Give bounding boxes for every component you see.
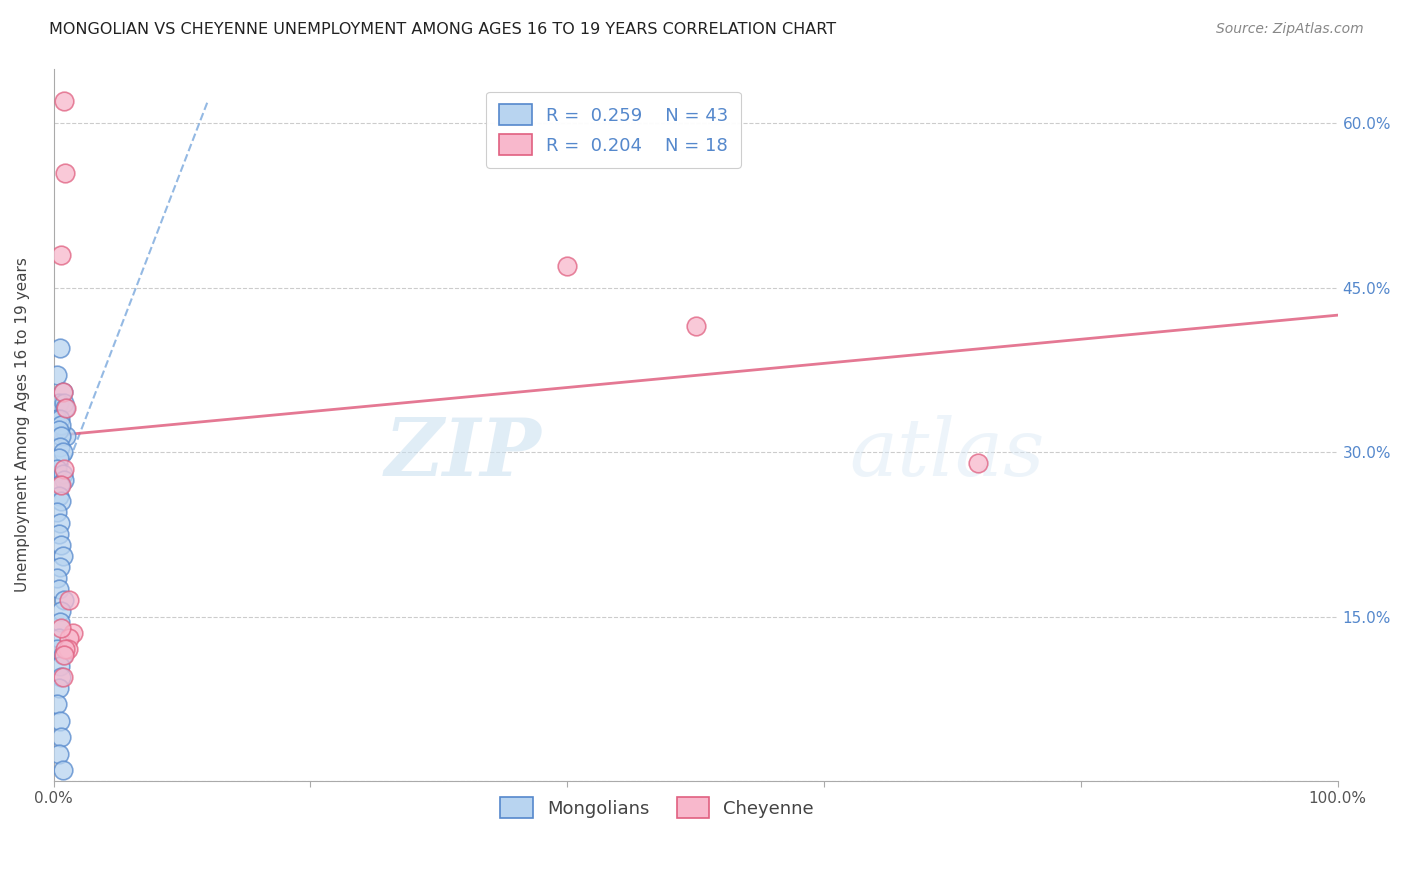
Point xyxy=(52,593,75,607)
Point xyxy=(52,473,75,487)
Point xyxy=(51,670,73,684)
Point xyxy=(52,445,75,459)
Text: MONGOLIAN VS CHEYENNE UNEMPLOYMENT AMONG AGES 16 TO 19 YEARS CORRELATION CHART: MONGOLIAN VS CHEYENNE UNEMPLOYMENT AMONG… xyxy=(49,22,837,37)
Point xyxy=(46,412,69,426)
Legend: Mongolians, Cheyenne: Mongolians, Cheyenne xyxy=(494,790,821,825)
Point xyxy=(49,440,72,454)
Point xyxy=(46,461,69,475)
Point xyxy=(51,604,73,618)
Point xyxy=(52,648,75,662)
Point xyxy=(49,560,72,574)
Point xyxy=(49,714,72,728)
Point xyxy=(48,632,70,646)
Point xyxy=(49,516,72,531)
Point xyxy=(46,368,69,383)
Point xyxy=(52,670,75,684)
Point xyxy=(52,384,75,399)
Point xyxy=(49,659,72,673)
Point xyxy=(48,396,70,410)
Point xyxy=(48,489,70,503)
Point xyxy=(49,341,72,355)
Point xyxy=(49,615,72,629)
Point xyxy=(48,747,70,761)
Point xyxy=(52,467,75,481)
Point xyxy=(967,456,990,470)
Point xyxy=(52,384,75,399)
Point xyxy=(52,648,75,662)
Point xyxy=(51,428,73,442)
Point xyxy=(51,538,73,552)
Point xyxy=(55,401,77,416)
Point xyxy=(51,417,73,432)
Text: atlas: atlas xyxy=(849,415,1045,492)
Point xyxy=(685,319,707,334)
Point xyxy=(48,423,70,437)
Point xyxy=(52,763,75,777)
Point xyxy=(53,642,76,657)
Point xyxy=(51,248,73,262)
Point xyxy=(58,593,80,607)
Point xyxy=(51,730,73,744)
Point xyxy=(46,571,69,585)
Point xyxy=(52,549,75,564)
Point xyxy=(49,412,72,426)
Point xyxy=(53,401,76,416)
Point xyxy=(46,698,69,712)
Point xyxy=(48,582,70,597)
Text: Source: ZipAtlas.com: Source: ZipAtlas.com xyxy=(1216,22,1364,37)
Text: ZIP: ZIP xyxy=(385,415,541,492)
Point xyxy=(51,621,73,635)
Point xyxy=(62,626,84,640)
Point xyxy=(48,450,70,465)
Point xyxy=(53,166,76,180)
Point xyxy=(52,461,75,475)
Point xyxy=(51,478,73,492)
Point xyxy=(49,478,72,492)
Point xyxy=(51,494,73,508)
Point xyxy=(46,642,69,657)
Y-axis label: Unemployment Among Ages 16 to 19 years: Unemployment Among Ages 16 to 19 years xyxy=(15,257,30,592)
Point xyxy=(48,681,70,695)
Point xyxy=(48,527,70,541)
Point xyxy=(52,396,75,410)
Point xyxy=(56,642,79,657)
Point xyxy=(46,505,69,519)
Point xyxy=(55,428,77,442)
Point xyxy=(58,632,80,646)
Point xyxy=(52,95,75,109)
Point xyxy=(555,259,578,273)
